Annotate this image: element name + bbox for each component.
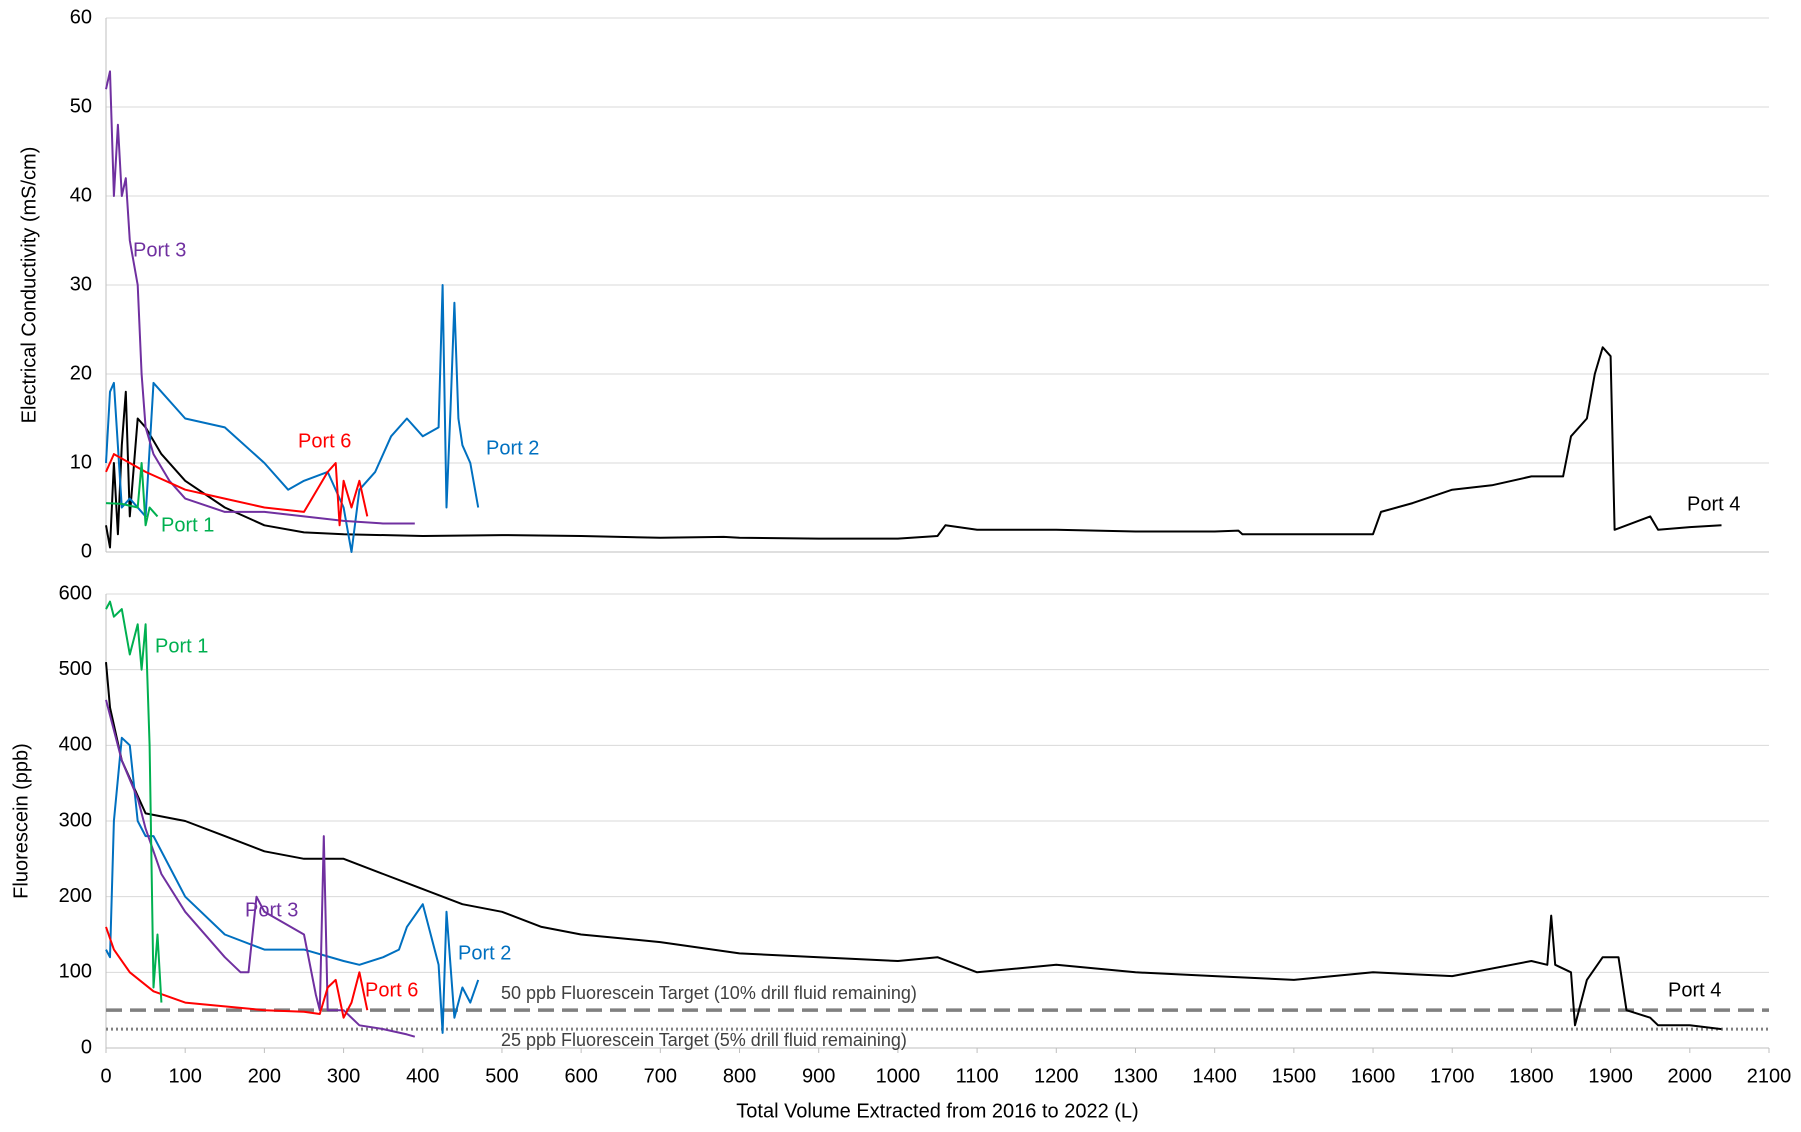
- x-tick-label: 2100: [1747, 1065, 1792, 1087]
- x-tick-label: 1300: [1113, 1065, 1158, 1087]
- series-label: Port 2: [486, 437, 539, 459]
- x-tick-label: 1400: [1192, 1065, 1237, 1087]
- y-tick-label: 50: [70, 95, 92, 117]
- series-label: Port 6: [365, 979, 418, 1001]
- x-tick-label: 1700: [1430, 1065, 1475, 1087]
- y-tick-label: 400: [59, 734, 92, 756]
- y-tick-label: 30: [70, 273, 92, 295]
- series-label: Port 6: [298, 430, 351, 452]
- series-label: Port 1: [161, 514, 214, 536]
- y-axis-label: Electrical Conductivity (mS/cm): [18, 147, 40, 424]
- x-tick-label: 1600: [1351, 1065, 1396, 1087]
- series-line: [105, 926, 369, 1019]
- series-line: [105, 453, 369, 527]
- x-axis-label: Total Volume Extracted from 2016 to 2022…: [736, 1100, 1138, 1122]
- y-tick-label: 20: [70, 362, 92, 384]
- y-tick-label: 200: [59, 885, 92, 907]
- series-label: Port 4: [1668, 979, 1721, 1001]
- x-tick-label: 1800: [1509, 1065, 1554, 1087]
- x-tick-label: 1900: [1588, 1065, 1633, 1087]
- series-line: [105, 699, 416, 1038]
- x-tick-label: 2000: [1668, 1065, 1713, 1087]
- y-tick-label: 0: [81, 1036, 92, 1058]
- series-line: [105, 284, 480, 553]
- x-tick-label: 400: [406, 1065, 439, 1087]
- x-tick-label: 900: [802, 1065, 835, 1087]
- series-label: Port 1: [155, 635, 208, 657]
- y-axis-label: Fluorescein (ppb): [10, 743, 32, 899]
- y-tick-label: 40: [70, 184, 92, 206]
- reference-label: 50 ppb Fluorescein Target (10% drill flu…: [501, 983, 917, 1003]
- x-tick-label: 600: [564, 1065, 597, 1087]
- y-tick-label: 500: [59, 658, 92, 680]
- x-tick-label: 300: [327, 1065, 360, 1087]
- x-tick-label: 1200: [1034, 1065, 1079, 1087]
- x-tick-label: 100: [169, 1065, 202, 1087]
- series-line: [105, 462, 159, 527]
- series-line: [105, 600, 163, 1003]
- series-line: [105, 70, 415, 525]
- series-line: [105, 736, 480, 1034]
- x-tick-label: 500: [485, 1065, 518, 1087]
- y-tick-label: 300: [59, 809, 92, 831]
- y-tick-label: 100: [59, 961, 92, 983]
- y-tick-label: 10: [70, 451, 92, 473]
- y-tick-label: 600: [59, 582, 92, 604]
- y-tick-label: 60: [70, 6, 92, 28]
- series-label: Port 4: [1687, 493, 1740, 515]
- series-label: Port 3: [133, 239, 186, 261]
- y-tick-label: 0: [81, 540, 92, 562]
- x-tick-label: 800: [723, 1065, 756, 1087]
- series-label: Port 3: [245, 899, 298, 921]
- x-tick-label: 0: [100, 1065, 111, 1087]
- reference-label: 25 ppb Fluorescein Target (5% drill flui…: [501, 1030, 907, 1050]
- series-label: Port 2: [458, 942, 511, 964]
- series-line: [105, 662, 1722, 1031]
- x-tick-label: 700: [644, 1065, 677, 1087]
- x-tick-label: 1100: [956, 1065, 999, 1087]
- x-tick-label: 200: [248, 1065, 281, 1087]
- x-tick-label: 1500: [1272, 1065, 1317, 1087]
- x-tick-label: 1000: [876, 1065, 921, 1087]
